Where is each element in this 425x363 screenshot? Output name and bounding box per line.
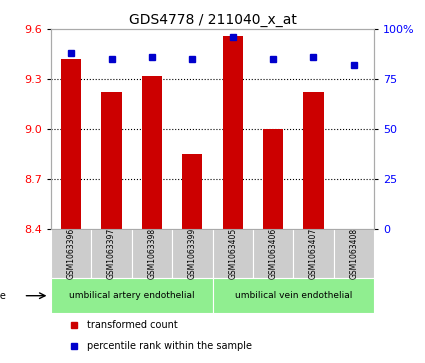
Bar	[293, 229, 334, 278]
Text: transformed count: transformed count	[87, 320, 177, 330]
Text: GSM1063406: GSM1063406	[269, 228, 278, 279]
Text: GSM1063398: GSM1063398	[147, 228, 156, 279]
Bar	[51, 229, 91, 278]
Text: GSM1063405: GSM1063405	[228, 228, 237, 279]
Bar	[132, 229, 172, 278]
Bar	[61, 59, 81, 229]
Text: umbilical artery endothelial: umbilical artery endothelial	[69, 291, 195, 300]
Text: GSM1063407: GSM1063407	[309, 228, 318, 279]
Bar	[253, 229, 293, 278]
Bar	[91, 229, 132, 278]
Text: GSM1063399: GSM1063399	[188, 228, 197, 279]
Bar	[51, 278, 212, 314]
Bar	[212, 229, 253, 278]
Bar	[102, 92, 122, 229]
Text: GSM1063397: GSM1063397	[107, 228, 116, 279]
Bar	[303, 92, 323, 229]
Bar	[212, 278, 374, 314]
Text: GSM1063408: GSM1063408	[349, 228, 358, 279]
Text: umbilical vein endothelial: umbilical vein endothelial	[235, 291, 352, 300]
Bar	[172, 229, 212, 278]
Bar	[263, 129, 283, 229]
Text: GSM1063396: GSM1063396	[67, 228, 76, 279]
Text: cell type: cell type	[0, 291, 6, 301]
Bar	[223, 36, 243, 229]
Title: GDS4778 / 211040_x_at: GDS4778 / 211040_x_at	[128, 13, 296, 26]
Bar	[334, 229, 374, 278]
Bar	[142, 76, 162, 229]
Bar	[182, 154, 202, 229]
Text: percentile rank within the sample: percentile rank within the sample	[87, 342, 252, 351]
